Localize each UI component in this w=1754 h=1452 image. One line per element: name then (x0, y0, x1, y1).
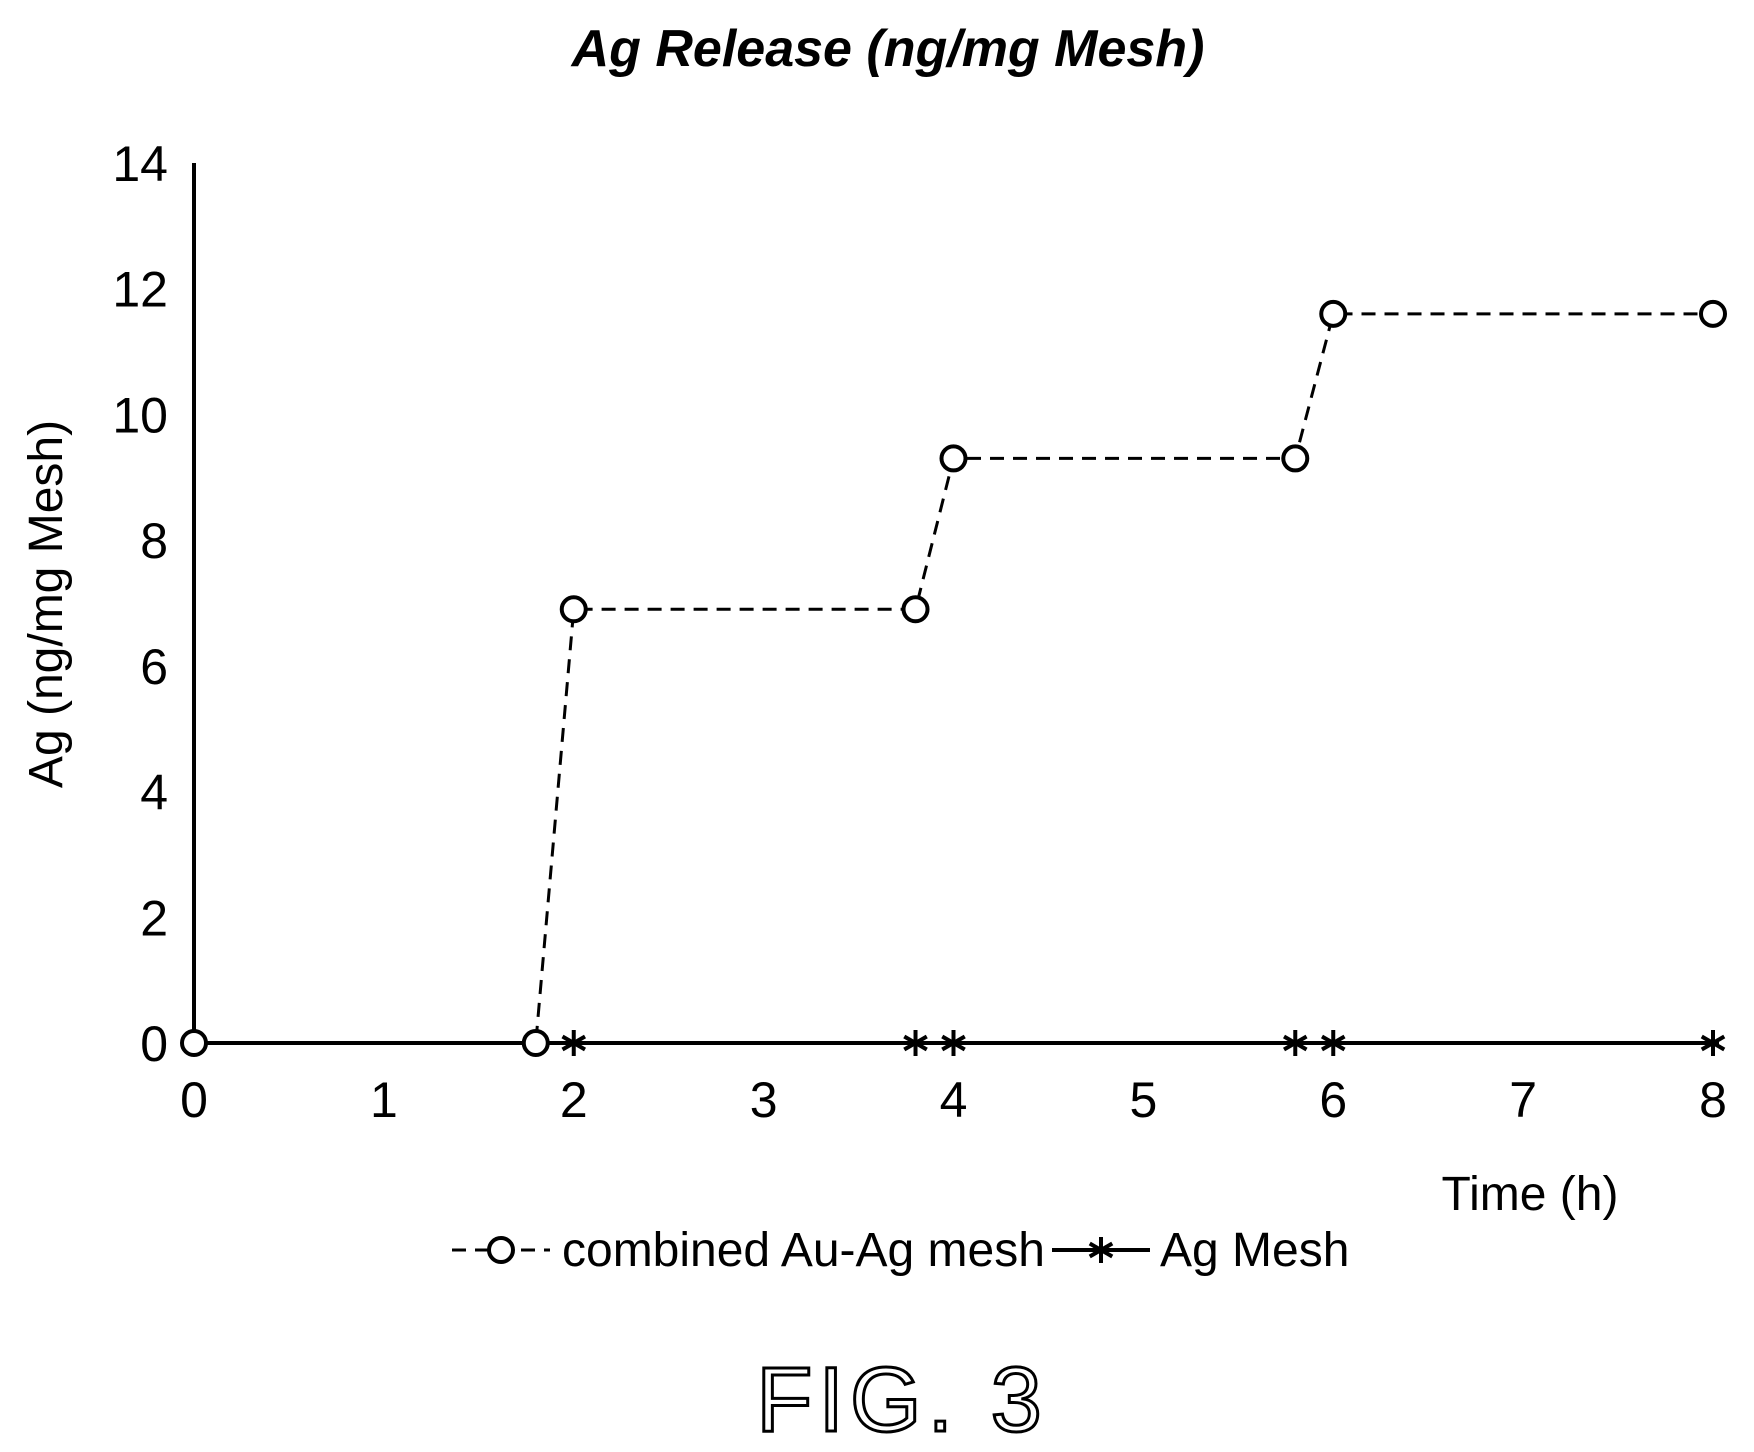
data-point-combined-au-ag-mesh (559, 595, 588, 624)
y-tick-label: 2 (140, 890, 168, 946)
y-tick-label: 14 (112, 136, 168, 192)
legend-item-combined-au-ag-mesh: combined Au-Ag mesh (452, 1224, 1045, 1277)
data-point-ag-mesh (941, 1030, 966, 1056)
legend: combined Au-Ag mesh Ag Mesh (452, 1224, 1349, 1277)
data-point-ag-mesh (1283, 1030, 1308, 1056)
x-tick-label: 0 (180, 1072, 208, 1128)
y-tick-label: 10 (112, 387, 168, 443)
y-tick-label: 4 (140, 765, 168, 821)
data-point-combined-au-ag-mesh (1319, 299, 1348, 328)
data-point-combined-au-ag-mesh (1699, 299, 1727, 328)
data-point-combined-au-ag-mesh (180, 1029, 208, 1057)
data-point-ag-mesh (561, 1030, 587, 1056)
legend-asterisk-glyph (1088, 1237, 1114, 1263)
legend-asterisk-marker (1088, 1237, 1114, 1263)
x-tick-label: 6 (1319, 1072, 1347, 1128)
y-axis-ticks: 0 2 4 6 8 10 12 14 (112, 136, 168, 1072)
legend-label: combined Au-Ag mesh (562, 1224, 1045, 1277)
x-tick-label: 5 (1129, 1072, 1157, 1128)
data-point-combined-au-ag-mesh (939, 444, 968, 473)
y-tick-label: 8 (140, 513, 168, 569)
legend-open-circle-marker (487, 1236, 515, 1264)
y-tick-label: 6 (140, 639, 168, 695)
x-tick-label: 7 (1509, 1072, 1537, 1128)
y-tick-label: 0 (140, 1016, 168, 1072)
data-point-ag-mesh (903, 1030, 928, 1056)
x-tick-label: 4 (940, 1072, 968, 1128)
data-point-combined-au-ag-mesh (901, 595, 930, 624)
x-axis-label: Time (h) (1442, 1168, 1619, 1221)
legend-label: Ag Mesh (1160, 1224, 1349, 1277)
series-line-combined-au-ag-mesh (194, 312, 1713, 1045)
data-point-ag-mesh (1320, 1030, 1346, 1056)
x-axis-ticks: 0 1 2 3 4 5 6 7 8 (180, 1072, 1727, 1128)
x-tick-label: 3 (750, 1072, 778, 1128)
axes (192, 163, 1719, 1045)
legend-item-ag-mesh: Ag Mesh (1052, 1224, 1349, 1277)
data-point-ag-mesh (1700, 1030, 1726, 1056)
plot-series (180, 299, 1727, 1057)
y-tick-label: 12 (112, 262, 168, 318)
data-point-combined-au-ag-mesh (521, 1029, 550, 1057)
x-tick-label: 1 (370, 1072, 398, 1128)
x-tick-label: 2 (560, 1072, 588, 1128)
figure-label: FIG. 3 (756, 1349, 1048, 1451)
x-tick-label: 8 (1699, 1072, 1727, 1128)
y-axis-label: Ag (ng/mg Mesh) (20, 420, 73, 788)
data-point-combined-au-ag-mesh (1281, 444, 1310, 473)
chart-title: Ag Release (ng/mg Mesh) (570, 20, 1205, 78)
